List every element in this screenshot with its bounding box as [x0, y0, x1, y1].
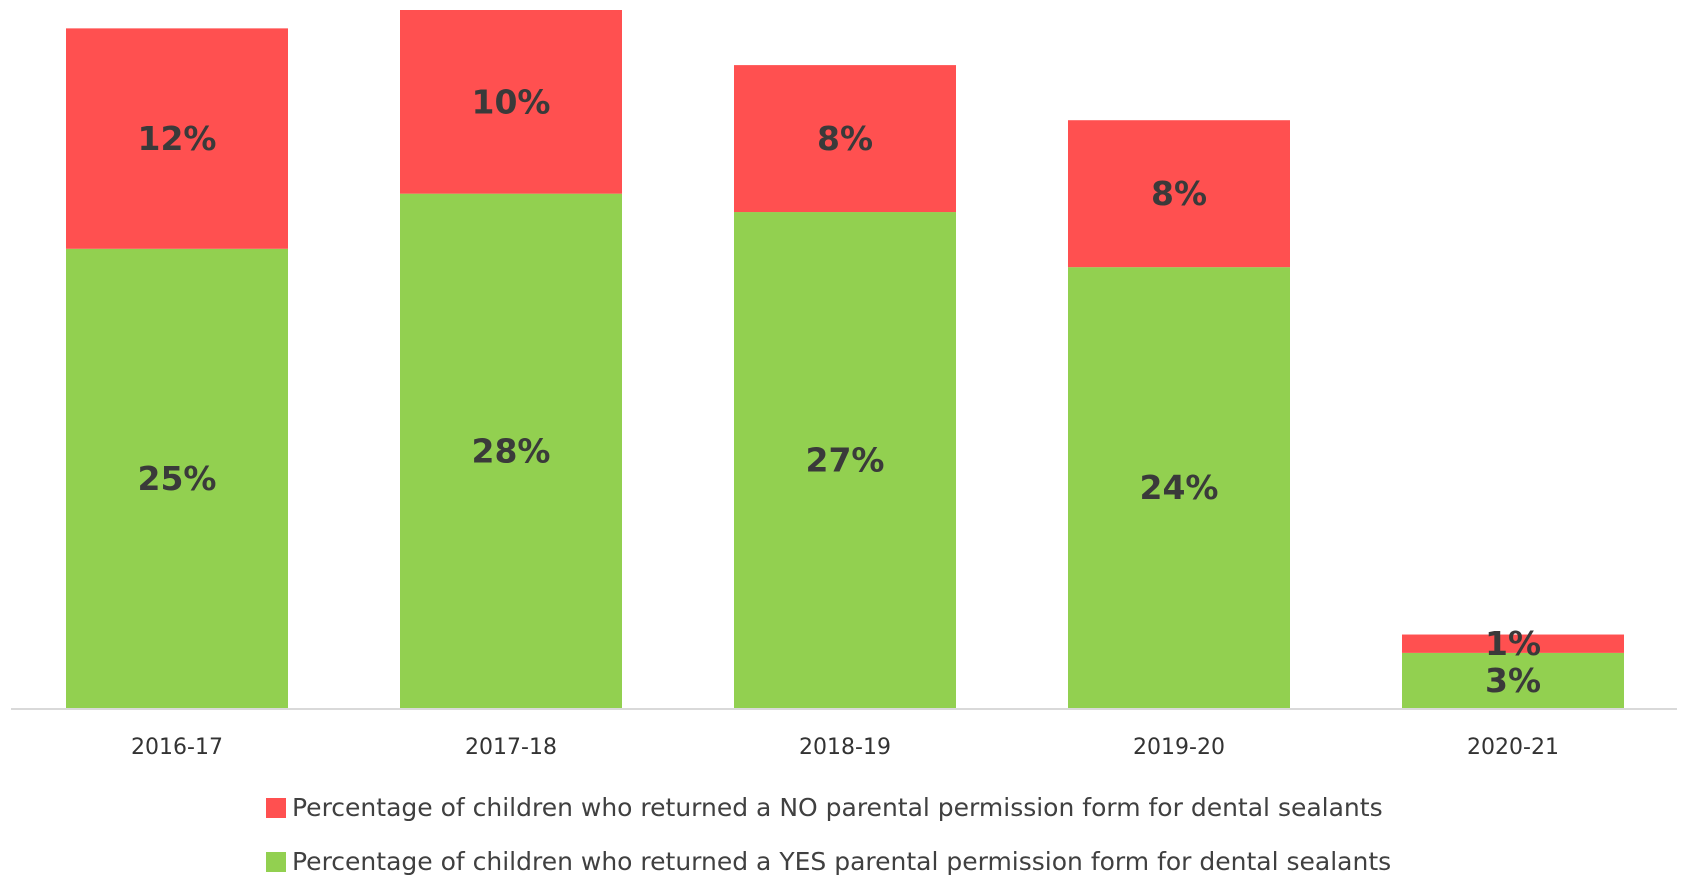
x-tick-label: 2018-19: [799, 735, 891, 760]
data-label: 25%: [138, 459, 217, 498]
data-label: 12%: [138, 119, 217, 158]
legend-swatch: [266, 852, 286, 872]
bar-segment: [66, 28, 288, 249]
bar-segment: [1402, 652, 1624, 708]
bar-segment: [734, 212, 956, 709]
data-label: 24%: [1140, 468, 1219, 507]
bar-segment: [734, 65, 956, 213]
data-label: 3%: [1485, 661, 1541, 700]
x-tick-label: 2020-21: [1467, 735, 1559, 760]
x-tick-label: 2016-17: [131, 735, 223, 760]
data-label: 1%: [1485, 624, 1541, 663]
data-label: 28%: [472, 431, 551, 470]
bar-segment: [400, 10, 622, 194]
bar-segment: [400, 193, 622, 708]
data-label: 10%: [472, 82, 551, 121]
bar-segment: [1068, 120, 1290, 268]
legend-swatch: [266, 798, 286, 818]
legend-label: Percentage of children who returned a YE…: [292, 847, 1391, 876]
bar-segment: [66, 248, 288, 708]
bar-segment: [1402, 634, 1624, 653]
data-label: 27%: [806, 441, 885, 480]
bar-segment: [1068, 267, 1290, 708]
legend-label: Percentage of children who returned a NO…: [292, 793, 1383, 822]
data-label: 8%: [817, 119, 873, 158]
data-label: 8%: [1151, 174, 1207, 213]
x-tick-label: 2019-20: [1133, 735, 1225, 760]
x-tick-label: 2017-18: [465, 735, 557, 760]
